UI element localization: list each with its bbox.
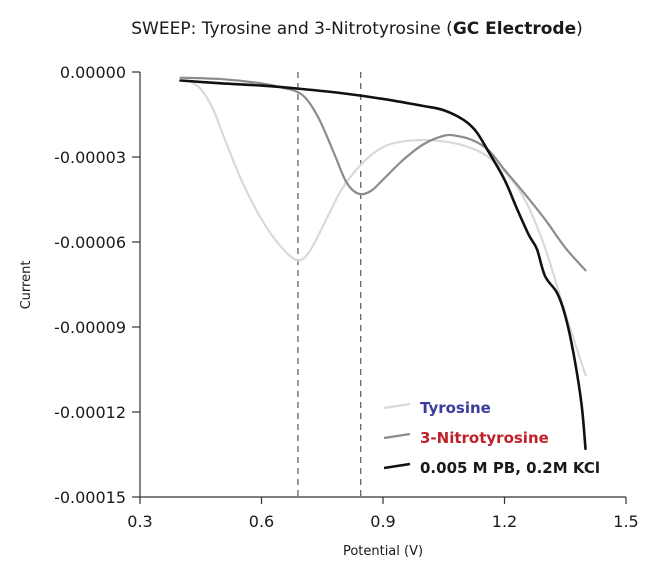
legend-swatch-tyrosine (383, 402, 411, 410)
chart-title-suffix: ) (576, 19, 583, 39)
y-tick-label: -0.00015 (54, 488, 126, 507)
legend-label-tyrosine: Tyrosine (420, 399, 491, 417)
y-tick-label: -0.00003 (54, 148, 126, 167)
legend: Tyrosine 3-Nitrotyrosine 0.005 M PB, 0.2M … (383, 399, 600, 477)
x-tick-label: 1.2 (492, 512, 517, 531)
chart-title-prefix: SWEEP: Tyrosine and 3-Nitrotyrosine ( (131, 19, 453, 39)
x-tick-label: 0.9 (370, 512, 395, 531)
y-tick-label: -0.00006 (54, 233, 126, 252)
legend-swatch-3-nitrotyrosine (383, 432, 411, 440)
legend-label-0-005-m-pb-0-2m-kcl: 0.005 M PB, 0.2M KCl (420, 459, 600, 477)
x-axis-label: Potential (V) (343, 544, 423, 559)
series-line-3-nitrotyrosine (179, 76, 587, 272)
x-axis-ticks: 0.3 0.6 0.9 1.2 1.5 (127, 497, 639, 531)
legend-swatch-0-005-m-pb-0-2m-kcl (383, 462, 411, 470)
vertical-guides (297, 72, 362, 497)
x-tick-label: 1.5 (613, 512, 638, 531)
plot-area (179, 76, 587, 451)
y-axis-ticks: 0.00000 -0.00003 -0.00006 -0.00009 -0.00012 -… (54, 63, 140, 507)
x-tick-label: 0.6 (249, 512, 274, 531)
axes (139, 72, 626, 498)
legend-label-3-nitrotyrosine: 3-Nitrotyrosine (420, 429, 549, 447)
chart-title: SWEEP: Tyrosine and 3-Nitrotyrosine (GC … (131, 19, 583, 39)
y-tick-label: -0.00009 (54, 318, 126, 337)
chart-title-bold: GC Electrode (453, 19, 576, 39)
x-tick-label: 0.3 (127, 512, 152, 531)
y-tick-label: 0.00000 (60, 63, 126, 82)
y-axis-label: Current (19, 261, 34, 310)
y-tick-label: -0.00012 (54, 403, 126, 422)
series-line-0-005-m-pb-0-2m-kcl (179, 79, 587, 451)
